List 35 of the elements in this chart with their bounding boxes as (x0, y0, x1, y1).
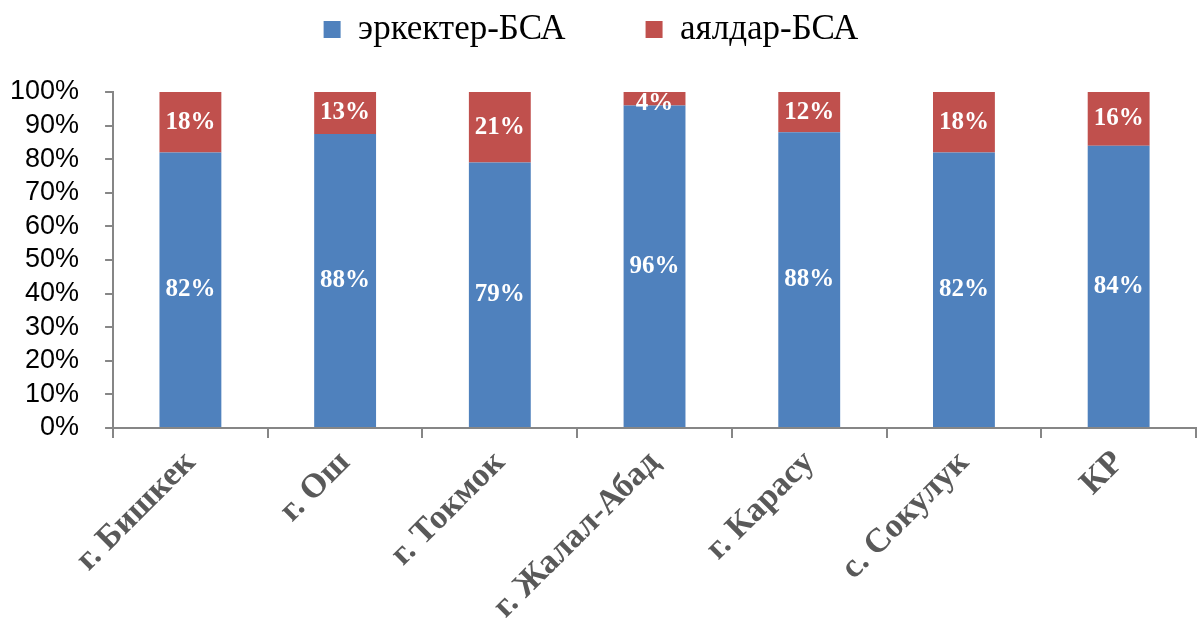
bar (1087, 145, 1150, 427)
y-tick-label: 40% (25, 277, 80, 308)
y-tick-label: 20% (25, 344, 80, 375)
x-tick-label: г. Ош (270, 442, 357, 528)
y-tick-label: 0% (40, 411, 80, 442)
y-tick-label: 10% (25, 377, 80, 408)
legend-label: аялдар-БСА (680, 7, 860, 47)
data-label: 88% (320, 264, 371, 292)
x-tick-label: КР (1071, 442, 1130, 501)
data-label: 18% (165, 106, 216, 134)
data-label: 13% (320, 97, 371, 125)
data-label: 96% (629, 250, 680, 278)
data-label: 21% (474, 111, 525, 139)
data-label: 16% (1093, 103, 1144, 131)
legend-label: эркектер-БСА (358, 7, 567, 47)
y-tick-label: 60% (25, 209, 80, 240)
bar (933, 152, 995, 427)
bar (314, 134, 377, 427)
y-tick-label: 30% (25, 310, 80, 341)
data-label: 82% (938, 274, 989, 302)
y-tick-label: 70% (25, 176, 80, 207)
y-tick-label: 100% (9, 75, 80, 106)
data-label: 82% (165, 274, 216, 302)
y-tick-label: 90% (25, 109, 80, 140)
data-label: 84% (1093, 270, 1144, 298)
data-label: 88% (784, 264, 835, 292)
data-label: 79% (474, 279, 525, 307)
y-tick-label: 80% (25, 142, 80, 173)
bar (778, 132, 841, 427)
data-label: 12% (784, 96, 835, 124)
bar (468, 92, 531, 163)
bar (468, 162, 531, 427)
data-label: 18% (938, 106, 989, 134)
y-tick-label: 50% (25, 243, 80, 274)
bar (159, 152, 222, 427)
